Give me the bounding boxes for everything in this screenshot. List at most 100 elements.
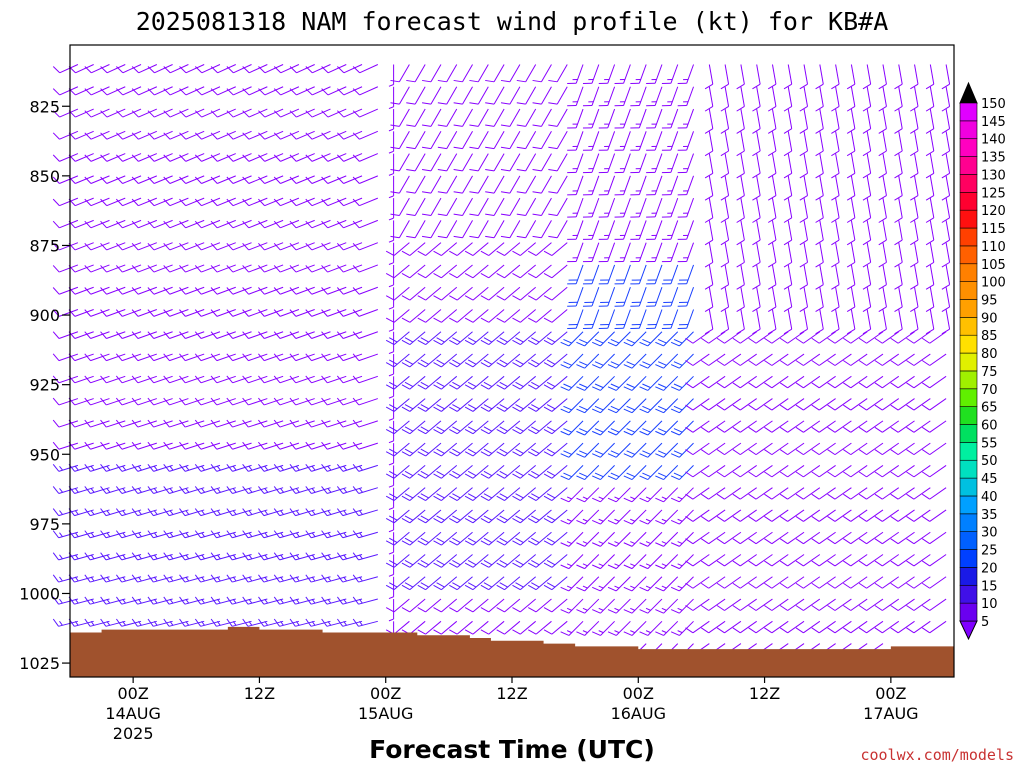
wind-barb-feather bbox=[131, 265, 139, 273]
wind-barb-feather bbox=[579, 472, 588, 478]
wind-barb-feather bbox=[436, 582, 445, 588]
wind-barb bbox=[647, 620, 663, 636]
wind-barb-half-feather bbox=[388, 195, 394, 199]
wind-barb bbox=[755, 598, 773, 611]
wind-barb bbox=[834, 420, 852, 433]
wind-barb bbox=[520, 576, 536, 591]
wind-barb-feather bbox=[483, 381, 493, 388]
wind-barb bbox=[153, 576, 173, 583]
wind-barb-half-feather bbox=[106, 532, 111, 537]
wind-barb-feather bbox=[84, 287, 92, 295]
wind-barb bbox=[740, 420, 757, 433]
wind-barb-feather bbox=[732, 538, 741, 545]
wind-barb-feather bbox=[783, 261, 792, 268]
wind-barb-feather bbox=[433, 518, 442, 524]
wind-barb-feather bbox=[179, 419, 186, 428]
wind-barb-feather bbox=[352, 486, 360, 494]
wind-barb bbox=[525, 153, 537, 172]
wind-barb bbox=[819, 242, 824, 263]
wind-barb-feather bbox=[858, 627, 867, 634]
wind-barb bbox=[216, 286, 236, 295]
wind-barb bbox=[137, 598, 157, 605]
wind-barb bbox=[663, 487, 679, 503]
wind-barb-feather bbox=[732, 560, 741, 567]
wind-barb-feather bbox=[305, 596, 312, 605]
wind-barb-feather bbox=[921, 404, 931, 411]
wind-barb bbox=[185, 286, 205, 295]
wind-barb bbox=[138, 219, 158, 229]
wind-barb-feather bbox=[906, 382, 915, 389]
wind-barb bbox=[74, 442, 94, 450]
wind-barb-feather bbox=[607, 475, 617, 481]
wind-barb bbox=[441, 620, 458, 635]
wind-barb bbox=[819, 309, 824, 330]
wind-barb bbox=[945, 86, 951, 107]
wind-barb bbox=[472, 620, 489, 635]
wind-barb bbox=[74, 375, 94, 384]
wind-barb-feather bbox=[767, 150, 777, 157]
wind-barb-feather bbox=[179, 242, 186, 251]
wind-barb bbox=[882, 576, 900, 589]
wind-barb-feather bbox=[436, 515, 445, 521]
wind-barb-feather bbox=[607, 408, 617, 414]
wind-barb bbox=[311, 130, 331, 140]
wind-barb-feather bbox=[500, 146, 510, 150]
wind-barb bbox=[670, 287, 679, 307]
wind-barb bbox=[184, 442, 205, 450]
wind-barb bbox=[638, 287, 647, 307]
wind-barb-feather bbox=[670, 364, 680, 369]
wind-barb bbox=[122, 264, 142, 273]
wind-barb-feather bbox=[732, 516, 741, 522]
wind-barb bbox=[201, 242, 221, 251]
wind-barb bbox=[200, 509, 221, 517]
wind-barb-feather bbox=[685, 360, 694, 366]
wind-barb-feather bbox=[811, 516, 820, 522]
wind-barb-feather bbox=[655, 631, 664, 636]
wind-barb-feather bbox=[452, 359, 461, 365]
wind-barb-feather bbox=[720, 83, 729, 90]
wind-barb-feather bbox=[289, 530, 296, 539]
wind-barb-feather bbox=[592, 341, 601, 347]
wind-barb bbox=[398, 86, 410, 105]
wind-barb-feather bbox=[831, 106, 840, 112]
wind-barb bbox=[520, 620, 536, 635]
wind-barb-feather bbox=[779, 538, 788, 545]
wind-barb bbox=[58, 398, 79, 406]
wind-barb bbox=[358, 554, 378, 561]
wind-barb bbox=[724, 175, 730, 196]
wind-barb bbox=[575, 220, 584, 240]
wind-barb bbox=[575, 108, 584, 129]
wind-barb-feather bbox=[515, 493, 524, 499]
wind-barb-feather bbox=[100, 110, 108, 118]
wind-barb bbox=[929, 108, 935, 129]
wind-barb-feather bbox=[226, 220, 234, 229]
wind-barb bbox=[740, 153, 745, 174]
wind-barb-feather bbox=[874, 382, 883, 389]
wind-barb bbox=[525, 220, 537, 238]
wind-barb-feather bbox=[831, 217, 840, 223]
colorbar-label: 115 bbox=[981, 222, 1006, 237]
wind-barb bbox=[724, 375, 742, 389]
colorbar-swatch bbox=[959, 567, 978, 586]
wind-barb bbox=[138, 130, 158, 140]
wind-barb-half-feather bbox=[388, 462, 394, 466]
wind-barb-feather bbox=[100, 574, 107, 583]
wind-barb-feather bbox=[716, 426, 725, 433]
wind-barb bbox=[121, 398, 142, 406]
wind-barb bbox=[169, 398, 189, 406]
wind-barb-feather bbox=[594, 405, 604, 411]
wind-barb-feather bbox=[84, 110, 92, 118]
wind-barb-feather bbox=[273, 309, 281, 317]
wind-barb-feather bbox=[401, 384, 411, 390]
wind-barb-feather bbox=[894, 261, 903, 268]
wind-barb-feather bbox=[179, 265, 186, 273]
wind-barb bbox=[834, 375, 852, 389]
wind-barb-feather bbox=[862, 106, 871, 112]
wind-barb-feather bbox=[336, 486, 344, 494]
wind-barb bbox=[607, 108, 616, 129]
wind-barb-feather bbox=[831, 172, 840, 179]
wind-barb-feather bbox=[480, 629, 490, 635]
wind-barb-feather bbox=[516, 124, 526, 127]
wind-barb-feather bbox=[906, 538, 915, 545]
wind-barb bbox=[929, 86, 935, 107]
